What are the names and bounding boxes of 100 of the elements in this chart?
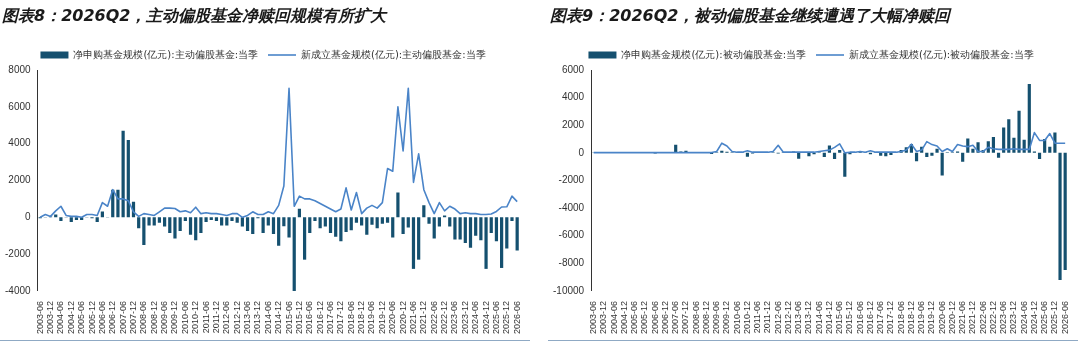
x-tick-label: 2019-06 [366, 300, 377, 334]
x-tick-label: 2024-06 [1018, 300, 1029, 334]
x-tick-label: 2024-12 [1028, 300, 1039, 334]
x-tick-label: 2025-12 [1049, 300, 1060, 334]
x-tick-label: 2004-06 [55, 300, 66, 334]
x-tick-label: 2015-12 [293, 300, 304, 334]
x-tick-label: 2003-06 [588, 300, 599, 334]
x-tick-label: 2014-12 [273, 300, 284, 334]
x-tick-label: 2003-06 [34, 300, 45, 334]
x-tick-label: 2021-12 [967, 300, 978, 334]
x-tick-label: 2010-06 [179, 300, 190, 334]
x-tick-label: 2014-06 [813, 300, 824, 334]
x-tick-label: 2016-12 [314, 300, 325, 334]
x-tick-label: 2006-06 [96, 300, 107, 334]
y-tick-label: 6000 [561, 63, 585, 75]
x-tick-label: 2018-12 [356, 300, 367, 334]
legend-label: 新成立基金规模(亿元):主动偏股基金:当季 [301, 48, 486, 60]
x-tick-label: 2021-12 [418, 300, 429, 334]
x-tick-label: 2005-12 [86, 300, 97, 334]
x-tick-label: 2019-12 [926, 300, 937, 334]
x-tick-label: 2011-12 [762, 300, 773, 334]
x-tick-label: 2017-06 [875, 300, 886, 334]
chart-title: 图表9：2026Q2，被动偏股基金继续遭遇了大幅净赎回 [550, 6, 951, 27]
x-tick-label: 2010-06 [731, 300, 742, 334]
x-tick-label: 2013-12 [252, 300, 263, 334]
x-tick-label: 2004-12 [65, 300, 76, 334]
x-tick-label: 2016-06 [854, 300, 865, 334]
x-tick-label: 2007-06 [117, 300, 128, 334]
x-tick-label: 2025-12 [501, 300, 512, 334]
x-tick-label: 2023-12 [459, 300, 470, 334]
chart-title: 图表8：2026Q2，主动偏股基金净赎回规模有所扩大 [2, 6, 387, 27]
x-tick-label: 2006-06 [649, 300, 660, 334]
x-tick-label: 2015-12 [844, 300, 855, 334]
y-tick-label: -4000 [5, 284, 32, 296]
legend-label: 净申购基金规模(亿元):被动偏股基金:当季 [621, 48, 807, 60]
x-tick-label: 2008-12 [700, 300, 711, 334]
y-tick-label: -10000 [553, 284, 585, 296]
x-tick-label: 2016-12 [864, 300, 875, 334]
x-tick-label: 2026-06 [1059, 300, 1070, 334]
y-tick-label: -4000 [558, 201, 585, 213]
x-tick-label: 2024-06 [470, 300, 481, 334]
x-tick-label: 2022-06 [977, 300, 988, 334]
x-tick-label: 2013-06 [793, 300, 804, 334]
y-tick-label: 0 [578, 146, 585, 158]
x-tick-label: 2017-06 [325, 300, 335, 334]
x-tick-label: 2007-06 [670, 300, 681, 334]
x-tick-label: 2019-06 [916, 300, 927, 334]
x-tick-label: 2009-06 [711, 300, 722, 334]
x-tick-label: 2021-06 [957, 300, 968, 334]
x-tick-label: 2021-06 [407, 300, 418, 334]
legend-label: 净申购基金规模(亿元):主动偏股基金:当季 [73, 48, 259, 60]
x-tick-label: 2022-12 [439, 300, 450, 334]
x-tick-label: 2012-12 [231, 300, 242, 334]
x-tick-label: 2004-06 [608, 300, 619, 334]
x-tick-label: 2008-06 [138, 300, 149, 334]
x-tick-label: 2008-12 [148, 300, 159, 334]
x-tick-label: 2012-06 [221, 300, 232, 334]
x-tick-label: 2015-06 [834, 300, 845, 334]
y-tick-label: 2000 [8, 174, 32, 186]
x-tick-label: 2019-12 [376, 300, 387, 334]
y-tick-label: 8000 [8, 63, 32, 75]
y-tick-label: -8000 [558, 257, 585, 269]
x-tick-label: 2003-12 [598, 300, 609, 334]
x-tick-label: 2010-12 [190, 300, 201, 334]
x-tick-label: 2023-12 [1008, 300, 1019, 334]
legend-label: 新成立基金规模(亿元):被动偏股基金:当季 [849, 48, 1034, 60]
x-tick-label: 2005-12 [639, 300, 650, 334]
x-tick-label: 2018-06 [345, 300, 356, 334]
y-tick-label: 4000 [8, 137, 32, 149]
x-tick-label: 2009-12 [721, 300, 732, 334]
x-tick-label: 2007-12 [127, 300, 138, 334]
x-tick-label: 2003-12 [45, 300, 56, 334]
x-tick-label: 2005-06 [629, 300, 640, 334]
x-tick-label: 2006-12 [107, 300, 118, 334]
x-tick-label: 2009-12 [169, 300, 180, 334]
x-tick-label: 2022-12 [987, 300, 998, 334]
x-tick-label: 2024-12 [480, 300, 491, 334]
x-tick-label: 2013-06 [242, 300, 253, 334]
x-tick-label: 2020-06 [387, 300, 398, 334]
x-tick-label: 2023-06 [998, 300, 1009, 334]
x-tick-label: 2006-12 [659, 300, 670, 334]
x-tick-label: 2022-06 [428, 300, 439, 334]
x-tick-label: 2009-06 [159, 300, 170, 334]
x-tick-label: 2011-06 [752, 300, 763, 334]
y-tick-label: -6000 [558, 229, 585, 241]
x-tick-label: 2017-12 [335, 300, 346, 334]
y-tick-label: 6000 [8, 100, 32, 112]
x-tick-label: 2020-12 [397, 300, 408, 334]
x-tick-label: 2025-06 [1039, 300, 1050, 334]
x-tick-label: 2005-06 [76, 300, 87, 334]
x-tick-label: 2012-06 [772, 300, 783, 334]
x-tick-label: 2012-12 [782, 300, 793, 334]
x-tick-label: 2014-12 [823, 300, 834, 334]
x-tick-label: 2010-12 [741, 300, 752, 334]
x-tick-label: 2015-06 [283, 300, 294, 334]
y-tick-label: 4000 [561, 91, 585, 103]
y-tick-label: -2000 [558, 174, 585, 186]
y-tick-label: 0 [25, 211, 32, 223]
x-tick-label: 2008-06 [690, 300, 701, 334]
x-tick-label: 2023-06 [449, 300, 460, 334]
